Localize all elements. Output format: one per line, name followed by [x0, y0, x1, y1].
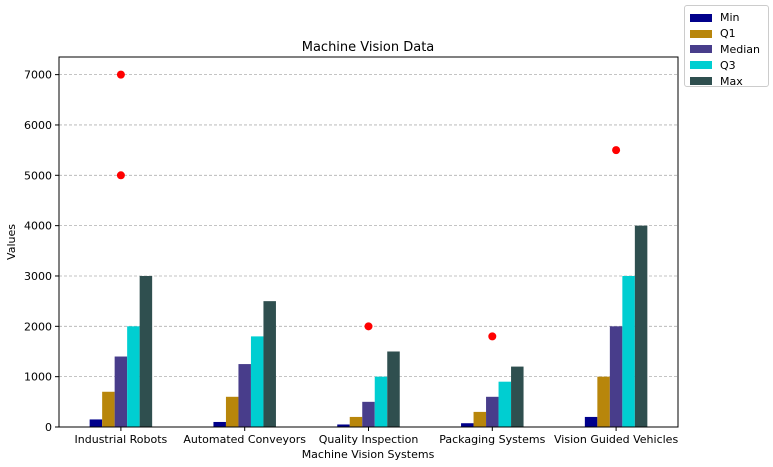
y-tick-label: 2000: [24, 320, 52, 333]
bar-q1-3: [473, 411, 487, 427]
outlier-points: [116, 70, 621, 341]
y-tick-label: 1000: [24, 371, 52, 384]
y-axis-label: Values: [5, 224, 18, 260]
bar-q3-3: [498, 381, 512, 427]
bar-min-1: [213, 421, 226, 427]
x-axis: Industrial Robots Automated Conveyors Qual…: [75, 427, 678, 446]
legend-swatch: [690, 77, 712, 86]
bar-q1-0: [102, 391, 115, 427]
x-tick-label: Automated Conveyors: [183, 433, 306, 446]
outlier-point: [116, 70, 125, 79]
legend-swatch: [690, 45, 712, 54]
legend-label: Min: [720, 11, 740, 25]
legend-item-max: Max: [690, 73, 768, 89]
bar-median-1: [238, 364, 251, 427]
bar-min-2: [337, 424, 350, 427]
outlier-point: [612, 146, 621, 155]
y-tick-label: 5000: [24, 169, 52, 182]
bar-max-1: [263, 301, 276, 427]
outlier-point: [488, 332, 497, 341]
bar-q3-2: [374, 376, 388, 427]
legend-item-q3: Q3: [690, 57, 768, 73]
x-axis-label: Machine Vision Systems: [302, 448, 435, 461]
y-axis: 0 1000 2000 3000 4000 5000 6000 7000: [24, 69, 59, 434]
legend-swatch: [690, 61, 712, 70]
bar-q1-4: [597, 376, 610, 427]
x-tick-label: Quality Inspection: [319, 433, 419, 446]
bar-min-4: [584, 416, 598, 427]
x-tick-label: Industrial Robots: [75, 433, 168, 446]
bar-median-3: [486, 396, 499, 427]
y-tick-label: 0: [45, 421, 52, 434]
y-tick-label: 3000: [24, 270, 52, 283]
bar-min-0: [89, 419, 103, 427]
y-tick-label: 4000: [24, 220, 52, 233]
legend-swatch: [690, 29, 712, 38]
bar-median-2: [362, 401, 375, 427]
x-tick-label: Packaging Systems: [439, 433, 545, 446]
legend-swatch: [690, 13, 712, 22]
legend-label: Median: [720, 42, 761, 56]
y-tick-label: 6000: [24, 119, 52, 132]
legend-item-median: Median: [690, 42, 768, 58]
outlier-point: [116, 171, 125, 180]
chart-legend: Min Q1 Median Q3 Max: [684, 5, 769, 89]
bar-median-4: [609, 326, 623, 427]
bar-q1-2: [349, 416, 363, 427]
bar-min-3: [461, 423, 474, 427]
bar-series: [89, 225, 648, 427]
bar-median-0: [114, 356, 128, 427]
legend-label: Max: [720, 74, 743, 88]
bar-q3-0: [127, 326, 140, 427]
legend-label: Q3: [720, 58, 736, 72]
chart-title: Machine Vision Data: [302, 40, 435, 55]
outlier-point: [364, 322, 373, 331]
grid-lines: [59, 74, 678, 378]
bar-max-0: [139, 275, 153, 427]
y-tick-label: 7000: [24, 69, 52, 82]
bar-max-4: [634, 225, 648, 427]
bar-q1-1: [225, 396, 239, 427]
x-tick-label: Vision Guided Vehicles: [554, 433, 678, 446]
legend-item-q1: Q1: [690, 26, 768, 42]
legend-label: Q1: [720, 27, 736, 41]
bar-max-2: [387, 351, 400, 427]
bar-q3-1: [250, 336, 264, 427]
bar-max-3: [511, 366, 524, 427]
legend-item-min: Min: [690, 10, 768, 26]
bar-q3-4: [622, 275, 635, 427]
